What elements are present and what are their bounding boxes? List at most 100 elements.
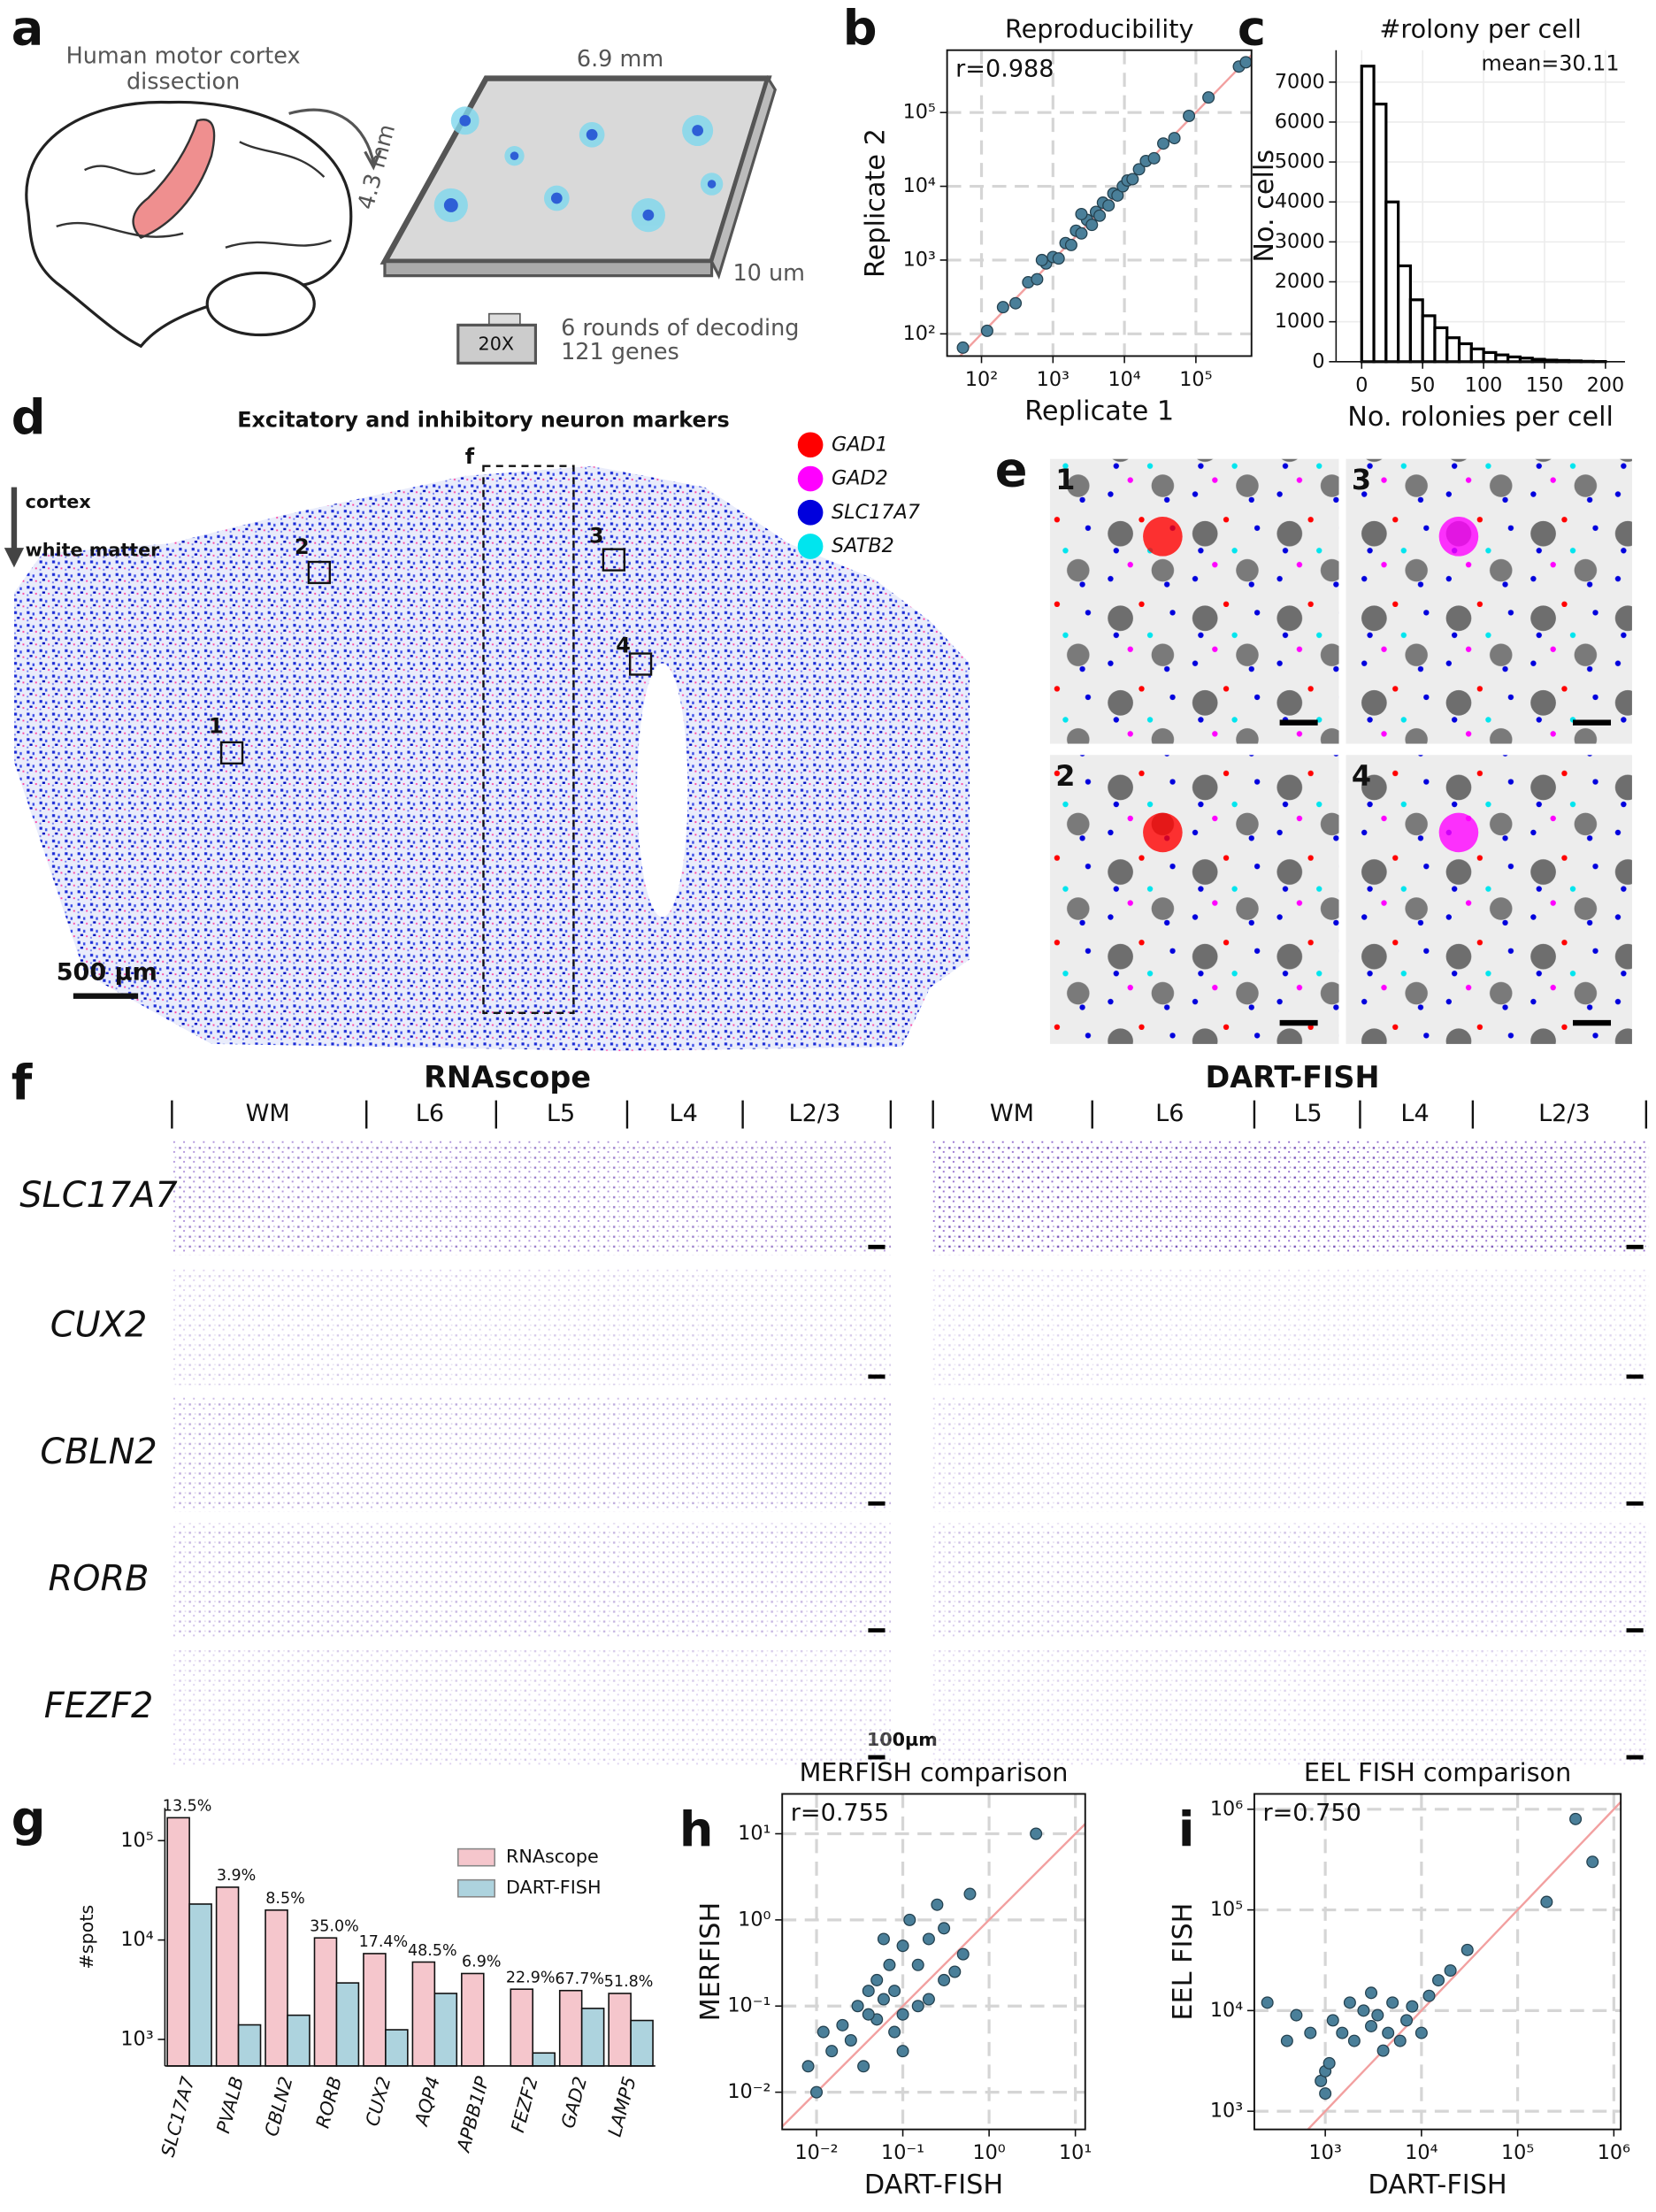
expression-image <box>932 1396 1650 1512</box>
slab-side <box>383 260 714 278</box>
panel-letter: i <box>1178 1802 1195 1858</box>
point <box>1093 209 1107 222</box>
gene-label: FEZF2 <box>44 1686 154 1726</box>
point <box>1085 219 1099 232</box>
point <box>877 1932 890 1946</box>
direction-label: white matter <box>26 539 160 560</box>
chart-title: EEL FISH comparison <box>1304 1757 1571 1787</box>
objective-top <box>488 312 521 326</box>
x-tick-label: 10⁶ <box>1598 2141 1630 2164</box>
point <box>1376 2044 1390 2057</box>
caption: Human motor cortex <box>66 43 301 70</box>
gene-label: RORB <box>49 1558 150 1599</box>
y-tick-label: 10¹ <box>738 1822 770 1845</box>
panel-letter: b <box>843 1 878 57</box>
legend-swatch <box>797 465 824 492</box>
histogram-bar <box>1506 355 1522 364</box>
point <box>1290 2008 1303 2022</box>
slab-side <box>709 74 777 280</box>
point <box>1460 1943 1474 1956</box>
histogram-bar <box>1384 200 1400 364</box>
plot-frame <box>781 1793 1086 2131</box>
x-tick-label: 10⁻² <box>794 2141 838 2164</box>
y-tick-label: 6000 <box>1275 110 1325 133</box>
annotation: r=0.750 <box>1262 1799 1361 1826</box>
point <box>896 2008 909 2021</box>
bar-annotation: 22.9% <box>506 1969 556 1986</box>
point <box>1111 188 1124 202</box>
legend-label: GAD2 <box>832 467 888 490</box>
point <box>1064 238 1077 251</box>
chart-b: b Reproducibility Replicate 1 Replicate 2 10… <box>843 1 1253 427</box>
panel-e: e 1 3 2 4 <box>995 442 1632 1044</box>
layer-label: L6 <box>416 1100 444 1127</box>
gene-label: CBLN2 <box>40 1432 157 1472</box>
tissue-slab <box>380 75 772 265</box>
bar <box>237 2024 262 2067</box>
x-tick-label: FEZF2 <box>507 2074 542 2134</box>
x-tick-label: 10⁴ <box>1108 368 1140 391</box>
dimension-label: 10 um <box>732 260 805 287</box>
direction-label: cortex <box>26 491 92 512</box>
zoom-box <box>219 741 244 765</box>
bar-annotation: 17.4% <box>359 1933 409 1951</box>
x-tick-label: LAMP5 <box>604 2074 640 2139</box>
point <box>888 2025 901 2039</box>
x-tick-label: PVALB <box>212 2074 248 2135</box>
point <box>938 1922 951 1935</box>
bar-annotation: 8.5% <box>265 1890 305 1908</box>
point <box>922 1932 935 1946</box>
y-tick-label: 10⁶ <box>1210 1797 1243 1820</box>
bar-annotation: 51.8% <box>604 1973 654 1991</box>
bar <box>385 2029 409 2067</box>
objective-label: 20X <box>479 334 515 355</box>
caption: dissection <box>126 68 240 95</box>
y-axis-label: #spots <box>76 1905 97 1970</box>
expression-image <box>172 1269 891 1386</box>
annotation: r=0.755 <box>791 1799 889 1826</box>
point <box>883 1958 896 1971</box>
note: 6 rounds of decoding <box>561 315 799 342</box>
y-tick-label: 10⁻¹ <box>727 1994 770 2017</box>
point <box>1202 91 1215 104</box>
bar <box>215 1886 240 2067</box>
point <box>1322 2056 1336 2070</box>
point <box>903 1913 916 1926</box>
point <box>1406 2000 1419 2013</box>
bar <box>510 1988 534 2067</box>
legend-swatch <box>456 1878 496 1898</box>
expression-image <box>932 1269 1650 1386</box>
point <box>1239 56 1253 69</box>
histogram-bar <box>1433 326 1449 364</box>
y-tick-label: 4000 <box>1275 190 1325 213</box>
x-tick-label: 10³ <box>1037 368 1070 391</box>
point <box>963 1887 977 1901</box>
layer-label: L5 <box>1293 1100 1322 1127</box>
chart-c: c #rolony per cell No. rolonies per cell No… <box>1238 1 1625 433</box>
point <box>1393 2034 1407 2047</box>
point <box>938 1973 951 1986</box>
legend-swatch <box>797 499 824 526</box>
point <box>862 1985 875 1998</box>
y-tick-label: 10⁻² <box>727 2080 770 2103</box>
point <box>825 2045 839 2058</box>
point <box>1157 137 1170 150</box>
x-tick-label: 200 <box>1587 373 1625 396</box>
histogram-bar <box>1397 264 1413 364</box>
expression-image <box>932 1523 1650 1640</box>
panel-f: f RNAscope DART-FISH 100µm WM L6 L5 L4 L2/3 W… <box>12 1055 1650 1766</box>
point <box>956 341 970 354</box>
y-axis-label: EEL FISH <box>1168 1903 1199 2021</box>
nuclei <box>443 114 717 221</box>
layer-label: L5 <box>547 1100 575 1127</box>
gene-label: SLC17A7 <box>19 1175 177 1216</box>
point <box>857 2060 870 2073</box>
expression-image <box>172 1396 891 1512</box>
x-tick-label: 10⁴ <box>1405 2141 1438 2164</box>
legend-label: SATB2 <box>832 534 894 557</box>
point <box>816 2025 830 2039</box>
point <box>980 324 993 337</box>
point <box>870 1973 884 1986</box>
bar-annotation: 35.0% <box>310 1917 359 1935</box>
histogram-bar <box>1494 353 1510 364</box>
